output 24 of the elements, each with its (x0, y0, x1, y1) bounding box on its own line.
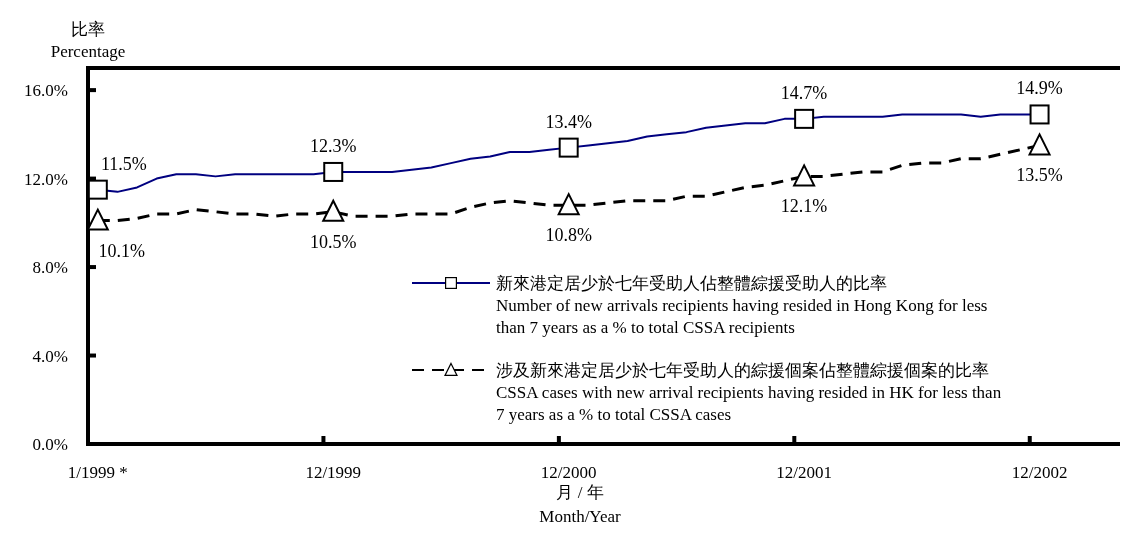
x-tick-label: 12/2001 (776, 463, 832, 482)
y-tick-label: 16.0% (24, 81, 68, 101)
y-tick-label: 4.0% (32, 346, 68, 366)
x-tick-label: 1/1999 * (67, 463, 128, 482)
legend-label: 涉及新來港定居少於七年受助人的綜援個案佔整體綜援個案的比率 CSSA cases with new arrival recipients having resided in HK for less than 7 years as a % to total CSSA cases (496, 361, 1002, 424)
data-label: 13.4% (545, 111, 592, 132)
data-label: 11.5% (100, 153, 147, 174)
y-tick-label: 12.0% (24, 169, 68, 189)
y-axis-title: 比率 Percentage (50, 20, 126, 61)
data-label: 10.8% (545, 225, 592, 246)
data-label: 12.1% (780, 196, 828, 217)
data-label: 12.3% (310, 135, 357, 156)
x-tick-label: 12/1999 (305, 463, 362, 482)
x-tick-label: 12/2000 (540, 463, 597, 482)
y-tick-label: 0.0% (32, 435, 68, 454)
y-tick-label: 8.0% (32, 258, 68, 278)
data-label: 10.5% (310, 231, 357, 252)
data-label: 14.7% (780, 82, 828, 103)
legend-label: 新來港定居少於七年受助人佔整體綜援受助人的比率 Number of new arrivals recipients having resided in Hong Kong for less than 7 years as a % to total CSSA recipients (496, 274, 988, 337)
x-axis-title: 月 / 年 Month/Year (539, 483, 622, 526)
data-label: 10.1% (98, 240, 146, 261)
data-label: 13.5% (1016, 165, 1063, 186)
x-tick-label: 12/2002 (1011, 463, 1068, 482)
data-label: 14.9% (1016, 78, 1063, 99)
